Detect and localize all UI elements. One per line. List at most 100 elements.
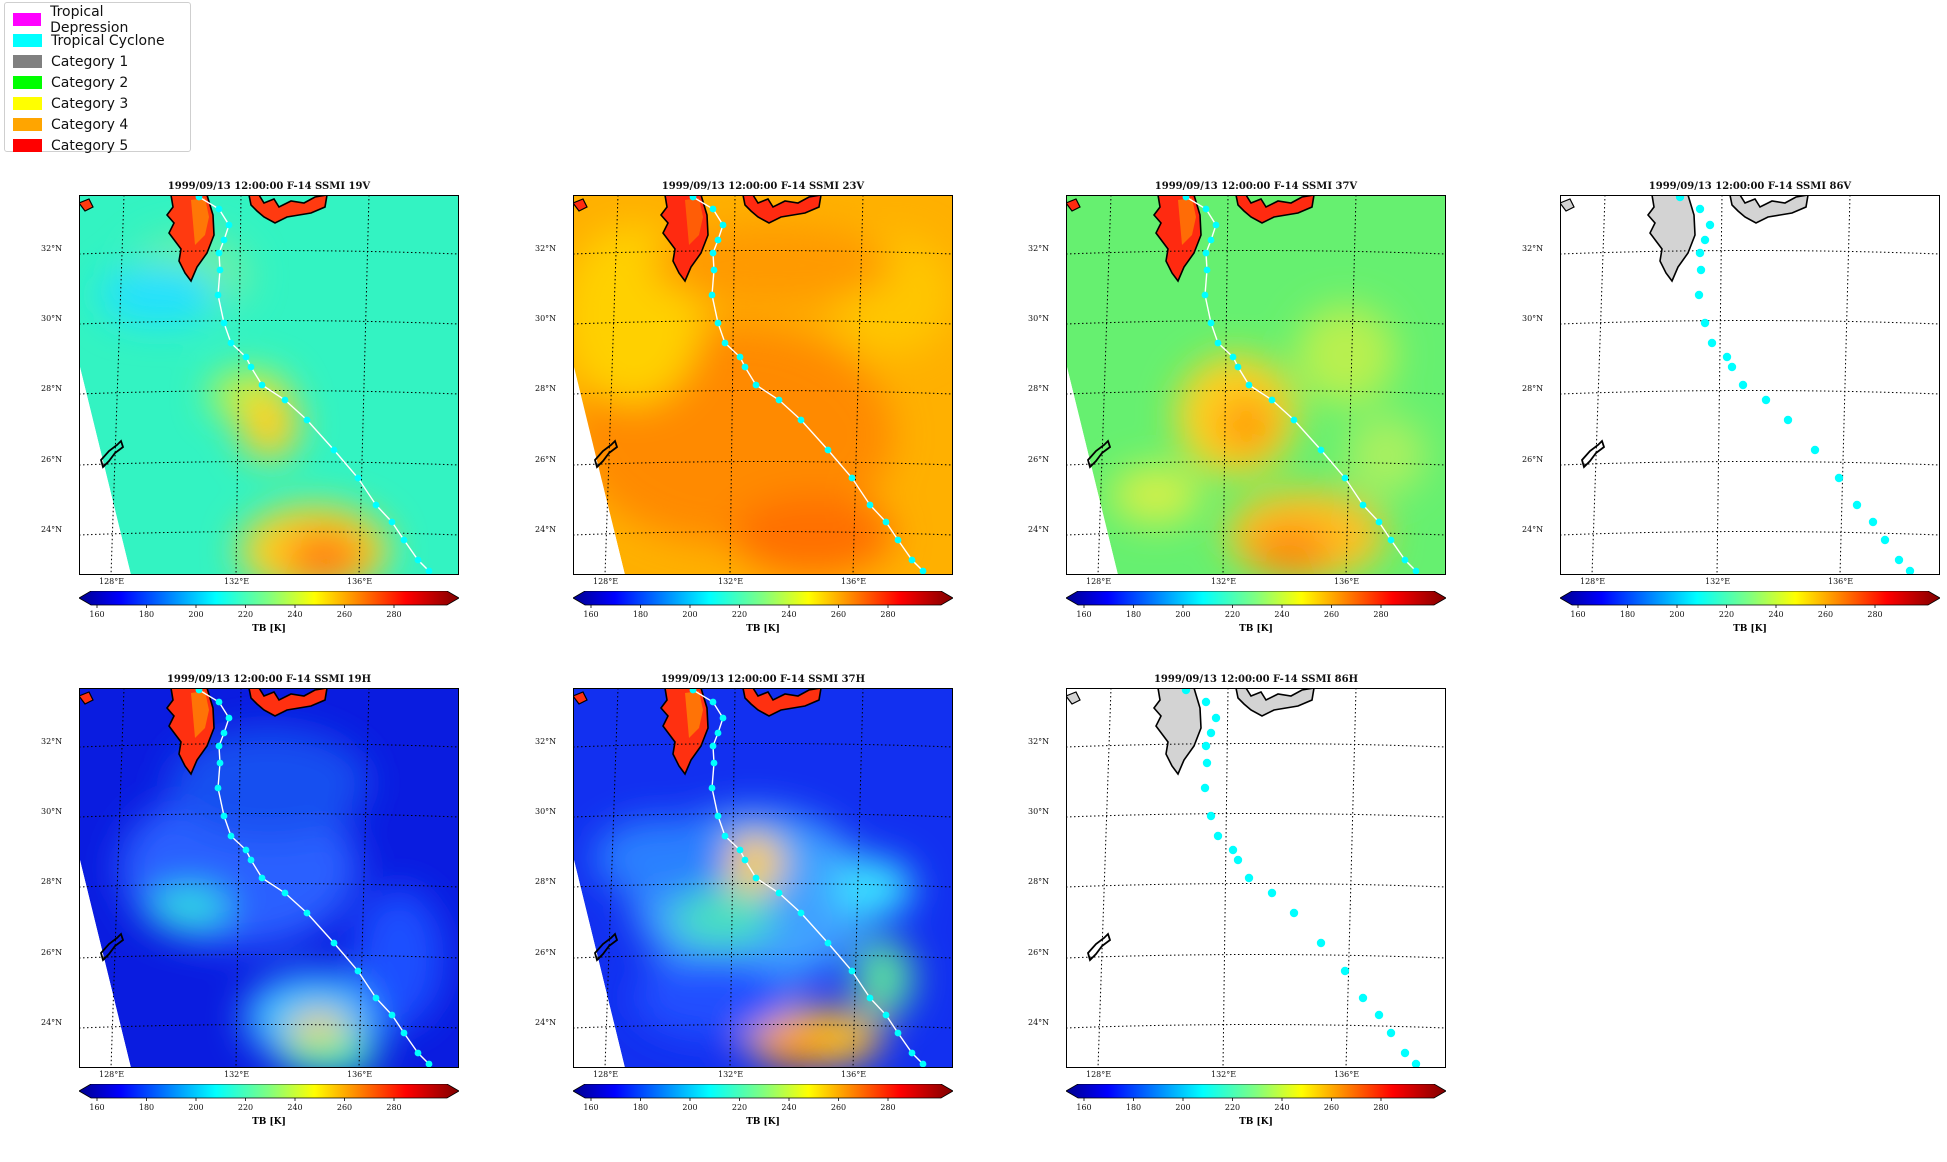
brightness-temperature-region [1251,525,1331,575]
honshu-landmass [573,691,588,705]
colorbar-tick-label: 240 [781,610,796,619]
longitude-gridline [358,688,370,1068]
colorbar-tick-label: 200 [1669,610,1684,619]
latitude-tick-label: 28°N [535,877,557,886]
latitude-tick-label: 26°N [41,948,63,957]
latitude-tick-label: 24°N [1522,525,1544,534]
map-plot [573,688,953,1068]
map-19h: 32°N 30°N 28°N 26°N 24°N 128°E 132°E 136°E [41,688,459,1079]
legend-swatch [13,76,42,89]
track-point-tropical-cyclone [214,291,222,299]
longitude-gridline [110,195,125,575]
map-plot [1560,195,1940,575]
brightness-temperature-region [593,818,733,898]
track-point-tropical-cyclone [214,784,222,792]
latitude-tick-label: 26°N [1522,455,1544,464]
panel-title: 1999/09/13 12:00:00 F-14 SSMI 23V [661,181,865,192]
colorbar-tick-label: 240 [1274,1103,1289,1112]
okinawa-island [1086,932,1112,962]
legend-swatch [13,118,42,131]
colorbar-tick-label: 200 [1175,1103,1190,1112]
latitude-tick-label: 32°N [41,737,63,746]
track-point-tropical-cyclone [689,195,697,201]
track-point-tropical-cyclone [354,967,362,975]
shikoku-landmass [248,688,328,717]
track-point-tropical-cyclone [894,536,902,544]
latitude-gridline [573,250,953,255]
latitude-gridline [1560,390,1940,395]
colorbar: 160 180 200 220 240 260 280 TB [K] [1065,1083,1447,1134]
track-point-tropical-cyclone [741,856,749,864]
legend-swatch [13,139,42,152]
latitude-tick-label: 24°N [535,525,557,534]
legend-swatch [13,13,42,26]
colorbar-tick-label: 180 [139,610,154,619]
track-point-tropical-cyclone [1245,381,1253,389]
longitude-tick-label: 132°E [1705,577,1731,586]
track-point-tropical-cyclone [1290,416,1298,424]
latitude-tick-label: 30°N [1522,314,1544,323]
latitude-gridline [1066,883,1446,888]
brightness-temperature-region [853,938,913,1018]
track-point-tropical-cyclone [1386,1028,1396,1038]
longitude-tick-label: 136°E [1828,577,1854,586]
track-point-tropical-cyclone [1267,888,1277,898]
latitude-tick-label: 24°N [1028,1018,1050,1027]
longitude-gridline [1222,688,1229,1068]
colorbar: 160 180 200 220 240 260 280 TB [K] [1559,590,1941,641]
track-point-tropical-cyclone [1201,741,1211,751]
kyushu-landmass [1152,688,1202,776]
track-point-tropical-cyclone [1375,518,1383,526]
track-point-tropical-cyclone [1206,811,1216,821]
track-point-tropical-cyclone [1233,855,1243,865]
latitude-tick-label: 30°N [535,314,557,323]
longitude-gridline [852,688,864,1068]
track-point-tropical-cyclone [225,714,233,722]
track-point-tropical-cyclone [215,249,223,257]
honshu-landmass [573,198,588,212]
track-point-tropical-cyclone [1810,445,1820,455]
colorbar-label: TB [K] [252,1117,286,1127]
colorbar-gradient [572,1083,954,1099]
track-point-tropical-cyclone [824,939,832,947]
longitude-tick-label: 128°E [1086,1070,1112,1079]
track-point-tropical-cyclone [1244,873,1254,883]
honshu-landmass [1066,691,1081,705]
latitude-tick-label: 32°N [1522,244,1544,253]
honshu-landmass [79,198,94,212]
latitude-gridline [79,250,459,255]
landmass-highlight [191,691,209,738]
track-point-tropical-cyclone [1905,566,1915,575]
colorbar-tick-label: 280 [1373,610,1388,619]
track-point-tropical-cyclone [242,353,250,361]
track-point-tropical-cyclone [736,846,744,854]
longitude-tick-label: 136°E [1334,1070,1360,1079]
track-point-tropical-cyclone [866,994,874,1002]
brightness-temperature-region [1111,465,1201,525]
track-point-tropical-cyclone [1400,1048,1410,1058]
colorbar-tick-label: 280 [386,1103,401,1112]
colorbar-tick-label: 260 [1818,610,1833,619]
track-point-tropical-cyclone [388,518,396,526]
track-point-tropical-cyclone [866,501,874,509]
track-point-tropical-cyclone [1868,517,1878,527]
track-point-tropical-cyclone [1211,713,1221,723]
track-point-tropical-cyclone [372,994,380,1002]
track-point-tropical-cyclone [752,874,760,882]
track-point-tropical-cyclone [1411,1059,1421,1068]
colorbar-tick-label: 220 [238,1103,253,1112]
panel-title: 1999/09/13 12:00:00 F-14 SSMI 37H [660,674,866,685]
track-point-tropical-cyclone [1317,446,1325,454]
track-point-tropical-cyclone [709,249,717,257]
track-point-tropical-cyclone [215,698,223,706]
colorbar-tick-label: 160 [1076,1103,1091,1112]
track-point-tropical-cyclone [1212,221,1220,229]
colorbar-tick-label: 200 [682,1103,697,1112]
colorbar-gradient [1065,1083,1447,1099]
colorbar-gradient [1559,590,1941,606]
longitude-tick-label: 128°E [593,577,619,586]
okinawa-island [99,932,125,962]
legend-item-tropical-cyclone: Tropical Cyclone [13,30,182,51]
colorbar-tick-label: 220 [238,610,253,619]
track-point-tropical-cyclone [1202,205,1210,213]
